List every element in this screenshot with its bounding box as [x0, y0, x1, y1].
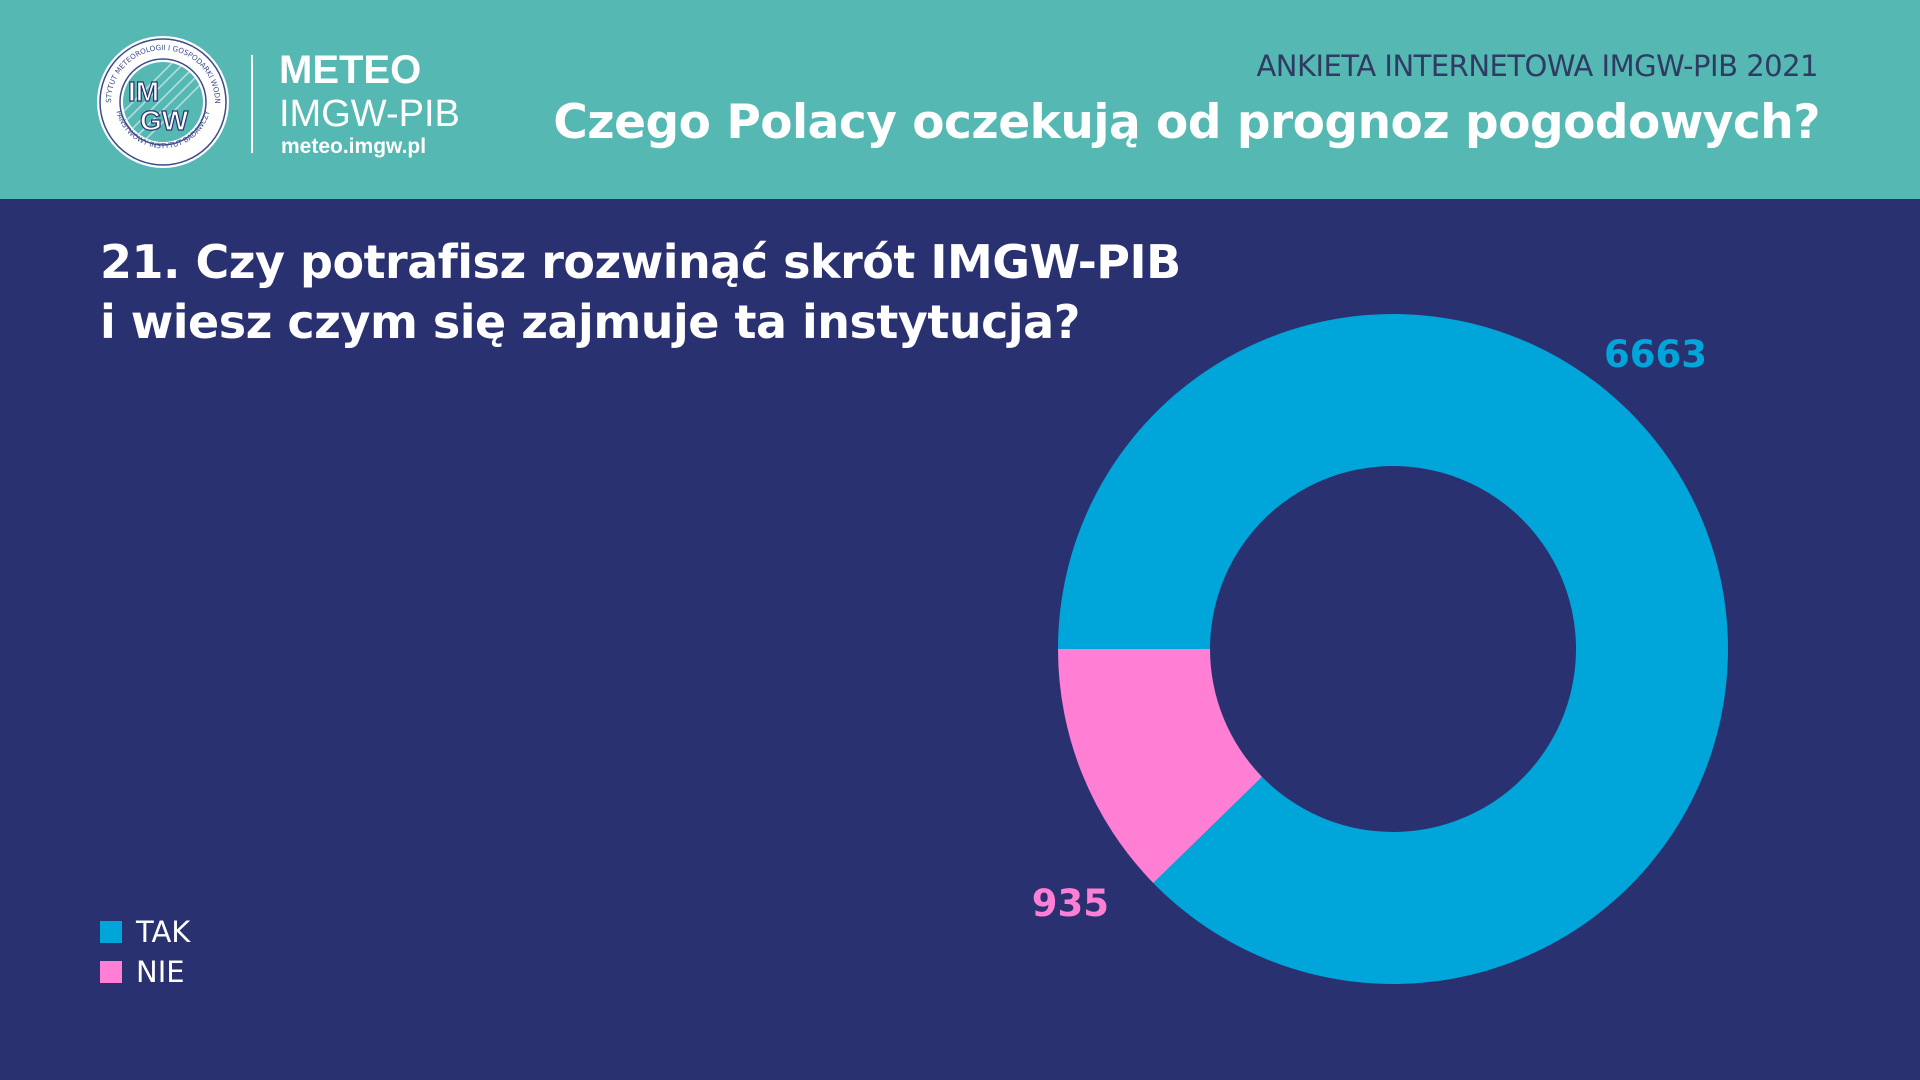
brand-meteo: METEO — [279, 48, 422, 92]
donut-slice-tak — [1058, 314, 1729, 985]
headline: Czego Polacy oczekują od prognoz pogodow… — [553, 95, 1820, 150]
data-label-tak: 6663 — [1604, 333, 1707, 376]
brand-url: meteo.imgw.pl — [281, 135, 427, 158]
logo-divider — [251, 55, 253, 153]
question-line-2: i wiesz czym się zajmuje ta instytucja? — [100, 294, 1080, 349]
donut-slice-nie — [1058, 649, 1263, 883]
seal-mark-gw: GW — [140, 105, 189, 136]
brand-imgw-pib: IMGW-PIB — [279, 93, 460, 135]
question-title: 21. Czy potrafisz rozwinąć skrót IMGW-PI… — [100, 233, 1181, 353]
header-banner: INSTYTUT METEOROLOGII I GOSPODARKI WODNE… — [0, 0, 1920, 199]
seal-mark-im: IM — [128, 76, 159, 107]
legend-label-tak: TAK — [136, 915, 191, 949]
legend-item-nie: NIE — [100, 952, 190, 992]
legend-swatch-tak — [100, 921, 122, 943]
survey-label: ANKIETA INTERNETOWA IMGW-PIB 2021 — [1256, 49, 1818, 83]
legend-label-nie: NIE — [136, 955, 185, 989]
data-label-nie: 935 — [1032, 882, 1109, 925]
legend-item-tak: TAK — [100, 912, 190, 952]
question-line-1: 21. Czy potrafisz rozwinąć skrót IMGW-PI… — [100, 235, 1181, 289]
chart-legend: TAK NIE — [100, 912, 190, 992]
legend-swatch-nie — [100, 961, 122, 983]
imgw-seal-logo: INSTYTUT METEOROLOGII I GOSPODARKI WODNE… — [96, 35, 229, 168]
